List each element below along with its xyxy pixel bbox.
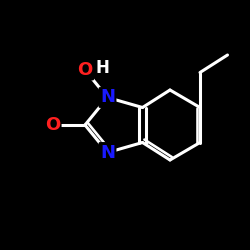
Text: O: O [45,116,60,134]
Text: O: O [78,61,92,79]
Text: N: N [100,88,115,106]
Text: H: H [96,59,110,77]
Text: N: N [100,144,115,162]
